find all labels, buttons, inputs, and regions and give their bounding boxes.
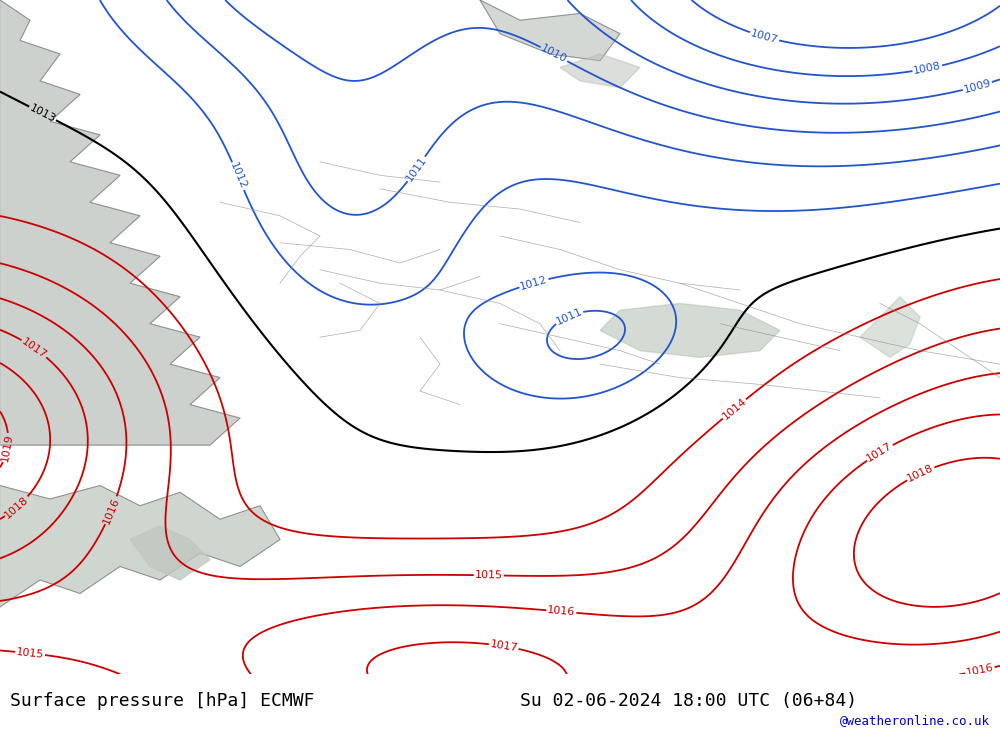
Polygon shape bbox=[0, 0, 240, 445]
Text: 1017: 1017 bbox=[489, 639, 518, 653]
Text: Su 02-06-2024 18:00 UTC (06+84): Su 02-06-2024 18:00 UTC (06+84) bbox=[520, 693, 857, 710]
Text: @weatheronline.co.uk: @weatheronline.co.uk bbox=[840, 714, 990, 727]
Text: 1015: 1015 bbox=[475, 570, 503, 581]
Text: 1008: 1008 bbox=[913, 61, 942, 76]
Text: Surface pressure [hPa] ECMWF: Surface pressure [hPa] ECMWF bbox=[10, 693, 314, 710]
Text: 1018: 1018 bbox=[3, 494, 31, 520]
Text: 1011: 1011 bbox=[554, 306, 584, 327]
Text: 1016: 1016 bbox=[101, 496, 121, 526]
Polygon shape bbox=[560, 54, 640, 88]
Text: 1016: 1016 bbox=[547, 605, 576, 618]
Text: 1011: 1011 bbox=[404, 155, 429, 183]
Polygon shape bbox=[480, 0, 620, 61]
Text: 1017: 1017 bbox=[20, 336, 49, 361]
Text: 1009: 1009 bbox=[963, 78, 992, 95]
Polygon shape bbox=[600, 303, 780, 358]
Text: 1019: 1019 bbox=[0, 433, 15, 463]
Text: 1012: 1012 bbox=[228, 161, 248, 191]
Text: 1016: 1016 bbox=[965, 663, 995, 678]
Text: 1014: 1014 bbox=[720, 396, 748, 421]
Polygon shape bbox=[860, 297, 920, 358]
Text: 1007: 1007 bbox=[750, 28, 779, 45]
Text: 1018: 1018 bbox=[906, 463, 935, 484]
Text: 1013: 1013 bbox=[28, 103, 57, 124]
Polygon shape bbox=[0, 485, 280, 607]
Text: 1015: 1015 bbox=[16, 647, 45, 660]
Polygon shape bbox=[130, 526, 210, 580]
Text: 1012: 1012 bbox=[519, 274, 549, 292]
Text: 1010: 1010 bbox=[539, 43, 569, 65]
Text: 1017: 1017 bbox=[865, 441, 894, 464]
